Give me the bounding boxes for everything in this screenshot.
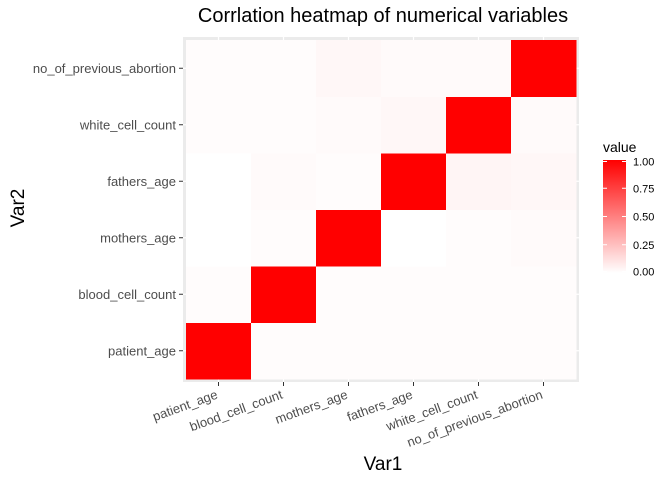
heatmap-cell <box>186 209 252 267</box>
legend-tick-label: 0.75 <box>633 183 654 195</box>
heatmap-cell <box>446 209 512 267</box>
heatmap-cell <box>381 40 447 97</box>
heatmap-cell <box>446 266 512 323</box>
heatmap-cell <box>186 322 252 380</box>
heatmap-cell <box>446 96 512 154</box>
legend-tick-label: 0.00 <box>633 267 654 279</box>
heatmap-cell <box>251 209 317 267</box>
heatmap-cell <box>381 266 447 323</box>
heatmap-cell <box>251 96 317 154</box>
heatmap-cell <box>316 209 382 267</box>
legend-title: value <box>603 139 637 155</box>
legend-ticks: 1.00 0.75 0.50 0.25 0.00 <box>603 157 654 279</box>
heatmap-cell <box>251 266 317 323</box>
heatmap-cell <box>381 209 447 267</box>
x-axis-title: Var1 <box>364 454 403 475</box>
legend-tick-label: 0.50 <box>633 212 654 224</box>
chart-title: Corrlation heatmap of numerical variable… <box>198 5 568 27</box>
heatmap-cell <box>446 153 512 210</box>
heatmap-cell <box>186 153 252 210</box>
heatmap-cells <box>183 37 579 382</box>
y-tick-label: mothers_age <box>100 230 176 245</box>
heatmap-cell <box>511 153 577 210</box>
heatmap-cell <box>511 266 577 323</box>
heatmap-cell <box>381 322 447 380</box>
heatmap-cell <box>316 153 382 210</box>
heatmap-cell <box>251 322 317 380</box>
y-tick-label: fathers_age <box>107 174 176 189</box>
y-tick-label: patient_age <box>108 343 176 358</box>
heatmap-cell <box>186 266 252 323</box>
legend-colorbar <box>603 160 626 273</box>
heatmap-cell <box>316 96 382 154</box>
heatmap-cell <box>446 40 512 97</box>
y-axis-ticks: patient_age blood_cell_count mothers_age fa… <box>33 61 183 358</box>
color-legend: value 1.00 0.75 0.50 0.25 0.00 <box>603 139 654 279</box>
heatmap-cell <box>381 153 447 210</box>
heatmap-cell <box>251 40 317 97</box>
heatmap-cell <box>251 153 317 210</box>
y-tick-label: no_of_previous_abortion <box>33 61 176 76</box>
legend-tick-label: 1.00 <box>633 157 654 169</box>
heatmap-cell <box>511 96 577 154</box>
x-axis-ticks: patient_ageblood_cell_countmothers_agefa… <box>151 382 545 450</box>
heatmap-cell <box>446 322 512 380</box>
y-axis-title: Var2 <box>8 189 29 228</box>
heatmap-cell <box>316 322 382 380</box>
heatmap-cell <box>316 40 382 97</box>
y-tick-label: blood_cell_count <box>78 287 176 302</box>
heatmap-cell <box>316 266 382 323</box>
y-tick-label: white_cell_count <box>79 117 177 132</box>
heatmap-cell <box>511 40 577 97</box>
heatmap-cell <box>186 96 252 154</box>
heatmap-cell <box>511 209 577 267</box>
x-tick-label: mothers_age <box>273 387 349 427</box>
heatmap-cell <box>511 322 577 380</box>
heatmap-cell <box>186 40 252 97</box>
heatmap-cell <box>381 96 447 154</box>
legend-tick-label: 0.25 <box>633 240 654 252</box>
